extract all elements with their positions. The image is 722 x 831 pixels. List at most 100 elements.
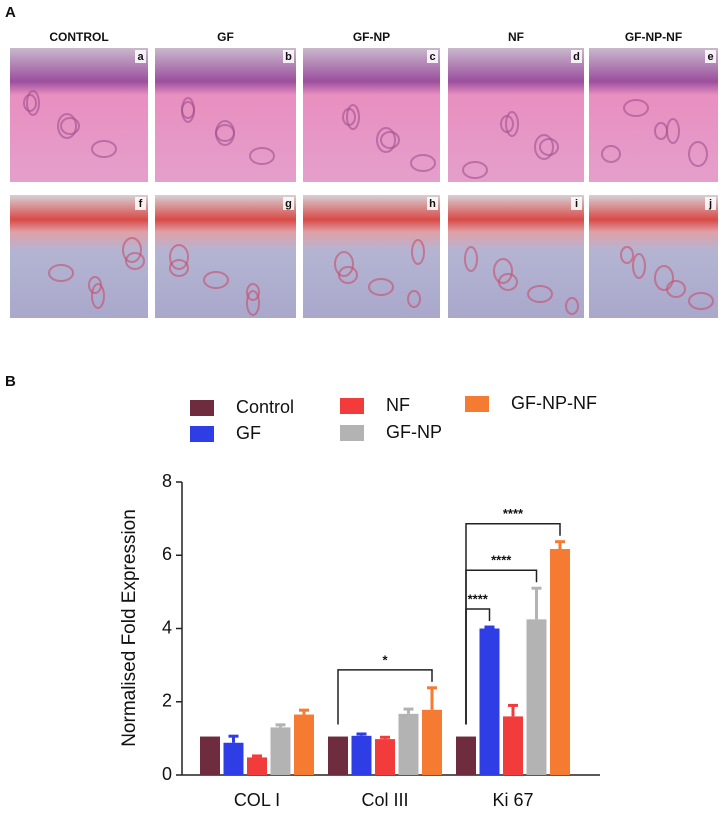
- tissue-texture: [539, 138, 559, 156]
- tissue-texture: [407, 290, 421, 308]
- bar: [422, 709, 442, 775]
- y-tick-label: 4: [162, 617, 172, 637]
- legend-swatch: [465, 396, 489, 412]
- tissue-texture: [464, 246, 478, 272]
- histology-image: [303, 48, 440, 182]
- bar: [550, 549, 570, 775]
- letter-bg: [283, 50, 294, 63]
- bar: [351, 735, 372, 775]
- letter-bg: [705, 197, 716, 210]
- bar: [270, 727, 291, 775]
- letter-bg: [135, 197, 146, 210]
- tissue-texture: [527, 285, 553, 303]
- letter-bg: [427, 50, 438, 63]
- histology-image: [303, 195, 440, 318]
- histology-image: [448, 195, 584, 318]
- legend-swatch: [190, 400, 214, 416]
- bar: [328, 736, 348, 775]
- histology-image: [589, 195, 718, 318]
- tissue-texture: [48, 264, 74, 282]
- column-header: GF-NP: [353, 30, 390, 44]
- bar: [375, 739, 395, 775]
- legend-swatch: [190, 426, 214, 442]
- tissue-texture: [60, 117, 80, 135]
- tissue-texture: [23, 94, 37, 112]
- tissue-texture: [215, 124, 235, 142]
- significance-label: *: [382, 652, 388, 667]
- tissue-texture: [493, 258, 513, 284]
- tissue-texture: [505, 111, 519, 137]
- panel-letter: b: [285, 51, 292, 63]
- tissue-texture: [601, 145, 621, 163]
- letter-bg: [571, 50, 582, 63]
- tissue-texture: [346, 104, 360, 130]
- column-header: GF-NP-NF: [625, 30, 682, 44]
- tissue-texture: [632, 253, 646, 279]
- tissue-texture: [654, 265, 674, 291]
- tissue-texture: [246, 283, 260, 301]
- panel-letter: c: [429, 51, 435, 63]
- tissue-texture: [368, 278, 394, 296]
- legend-label: NF: [386, 395, 410, 415]
- tissue-texture: [666, 280, 686, 298]
- column-header: NF: [508, 30, 524, 44]
- tissue-texture: [249, 147, 275, 165]
- tissue-texture: [380, 131, 400, 149]
- tissue-texture: [498, 273, 518, 291]
- letter-bg: [705, 50, 716, 63]
- panel-letter: d: [573, 51, 580, 63]
- tissue-texture: [91, 140, 117, 158]
- y-tick-label: 0: [162, 764, 172, 784]
- tissue-texture: [125, 252, 145, 270]
- x-tick-label: COL I: [234, 790, 280, 810]
- panel-letter: f: [139, 198, 143, 210]
- tissue-texture: [411, 239, 425, 265]
- tissue-texture: [334, 251, 354, 277]
- bar: [398, 713, 419, 775]
- tissue-texture: [565, 297, 579, 315]
- tissue-texture: [26, 90, 40, 116]
- letter-bg: [427, 197, 438, 210]
- letter-bg: [283, 197, 294, 210]
- panel-letter: a: [137, 51, 144, 63]
- x-tick-label: Col III: [361, 790, 408, 810]
- panel-letter: j: [708, 198, 712, 210]
- tissue-texture: [462, 161, 488, 179]
- tissue-texture: [666, 118, 680, 144]
- y-tick-label: 8: [162, 471, 172, 491]
- tissue-texture: [203, 271, 229, 289]
- tissue-texture: [410, 154, 436, 172]
- legend-label: Control: [236, 397, 294, 417]
- legend-label: GF-NP: [386, 422, 442, 442]
- legend-swatch: [340, 425, 364, 441]
- significance-label: ****: [491, 553, 512, 568]
- tissue-texture: [181, 97, 195, 123]
- y-tick-label: 2: [162, 691, 172, 711]
- tissue-texture: [688, 141, 708, 167]
- tissue-texture: [169, 244, 189, 270]
- histology-image: [155, 195, 296, 318]
- panel-letter: g: [285, 198, 292, 210]
- tissue-texture: [534, 134, 554, 160]
- bar: [200, 736, 220, 775]
- significance-label: ****: [468, 591, 489, 606]
- tissue-texture: [91, 283, 105, 309]
- bar: [456, 736, 476, 775]
- panel-label: A: [5, 4, 16, 21]
- tissue-texture: [376, 127, 396, 153]
- legend-label: GF: [236, 423, 261, 443]
- significance-bracket: [465, 522, 561, 725]
- tissue-texture: [246, 290, 260, 316]
- legend-label: GF-NP-NF: [511, 393, 597, 413]
- bar: [503, 716, 523, 775]
- legend-swatch: [340, 398, 364, 414]
- tissue-texture: [688, 292, 714, 310]
- bar: [294, 714, 314, 775]
- y-tick-label: 6: [162, 544, 172, 564]
- tissue-texture: [57, 113, 77, 139]
- significance-bracket: [337, 669, 433, 725]
- bar: [247, 757, 267, 775]
- column-header: GF: [217, 30, 234, 44]
- bar: [526, 619, 547, 775]
